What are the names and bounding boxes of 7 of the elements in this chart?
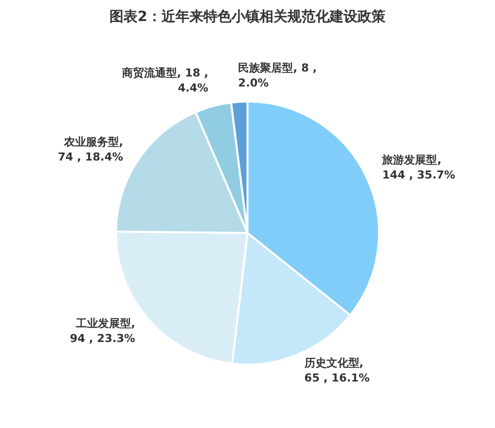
slice-label: 旅游发展型, 144 , 35.7% xyxy=(381,154,456,182)
slice-label: 民族聚居型, 8 , 2.0% xyxy=(238,62,317,90)
slice-label: 历史文化型, 65 , 16.1% xyxy=(303,356,370,385)
chart-title: 图表2：近年来特色小镇相关规范化建设政策 xyxy=(108,8,386,27)
slice-label: 商贸流通型, 18 , 4.4% xyxy=(121,66,208,95)
slice-label: 农业服务型, 74 , 18.4% xyxy=(58,135,124,164)
slice-label: 工业发展型, 94 , 23.3% xyxy=(70,317,136,346)
